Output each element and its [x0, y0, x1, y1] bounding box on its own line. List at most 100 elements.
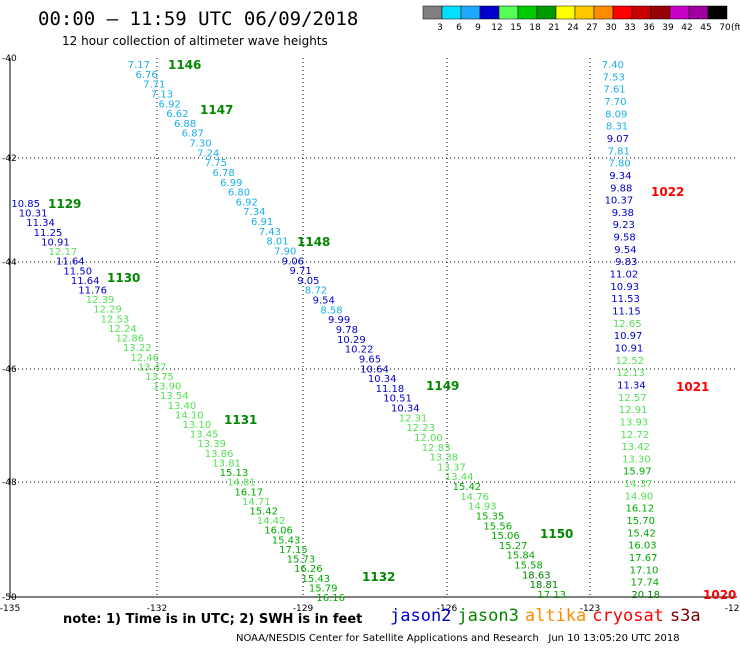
swh-value: 14.42 — [257, 516, 286, 527]
swh-value: 9.83 — [615, 257, 637, 268]
swh-value: 14.81 — [227, 478, 256, 489]
legend-swatch — [441, 5, 462, 20]
swh-value: 17.10 — [630, 565, 659, 576]
swh-value: 6.92 — [159, 99, 181, 110]
swh-value: 16.03 — [628, 541, 657, 552]
swh-value: 11.18 — [376, 384, 405, 395]
swh-value: 12.65 — [613, 319, 642, 330]
legend-swatch — [707, 5, 728, 20]
swh-value: 11.34 — [26, 218, 55, 229]
pass-number-label: 1149 — [426, 379, 459, 393]
swh-value: 7.30 — [189, 139, 211, 150]
legend-swatch — [574, 5, 595, 20]
swh-value: 13.44 — [445, 472, 474, 483]
swh-value: 15.56 — [483, 521, 512, 532]
legend-label: 33 — [624, 23, 635, 33]
swh-value: 7.43 — [259, 227, 281, 238]
swh-value: 13.47 — [138, 362, 167, 373]
swh-value: 15.58 — [514, 561, 543, 572]
swh-value: 8.09 — [605, 109, 627, 120]
swh-value: 12.29 — [93, 305, 122, 316]
swh-value: 10.29 — [337, 335, 366, 346]
swh-value: 13.22 — [123, 343, 152, 354]
satellite-label-jason3: jason3 — [457, 606, 519, 626]
swh-value: 12.83 — [422, 443, 451, 454]
swh-value: 15.43 — [301, 574, 330, 585]
swh-value: 12.24 — [108, 324, 137, 335]
swh-value: 13.42 — [621, 442, 650, 453]
legend-swatch — [631, 5, 652, 20]
swh-value: 6.88 — [174, 119, 196, 130]
swh-value: 16.06 — [264, 526, 293, 537]
y-tick-label: -50 — [2, 593, 17, 603]
swh-value: 12.13 — [616, 368, 645, 379]
swh-value: 9.54 — [313, 296, 335, 307]
swh-value: 15.42 — [453, 482, 482, 493]
pass-number-label: 1150 — [540, 527, 573, 541]
legend-label: 6 — [456, 23, 462, 33]
swh-value: 9.88 — [610, 183, 632, 194]
swh-value: 6.87 — [182, 129, 204, 140]
swh-value: 14.90 — [625, 491, 654, 502]
swh-value: 12.57 — [618, 393, 647, 404]
swh-value: 7.40 — [602, 60, 624, 71]
swh-value: 12.00 — [414, 433, 443, 444]
swh-value: 11.02 — [610, 270, 639, 281]
swh-value: 15.97 — [623, 467, 652, 478]
pass-number-label: 1132 — [362, 570, 395, 584]
swh-value: 9.07 — [607, 134, 629, 145]
swh-value: 7.61 — [603, 85, 625, 96]
swh-value: 12.91 — [619, 405, 648, 416]
legend-label: 30 — [605, 23, 617, 33]
swh-value: 9.54 — [614, 245, 636, 256]
legend-swatch — [498, 5, 519, 20]
x-tick-label: -135 — [0, 604, 20, 614]
swh-value: 8.58 — [320, 305, 342, 316]
swh-value: 7.75 — [205, 158, 227, 169]
swh-value: 14.37 — [624, 479, 653, 490]
swh-value: 6.80 — [228, 188, 250, 199]
legend-swatch — [479, 5, 500, 20]
swh-value: 13.86 — [205, 449, 234, 460]
swh-value: 9.23 — [613, 220, 635, 231]
legend-label: 3 — [437, 23, 443, 33]
satellite-label-jason2: jason2 — [390, 606, 452, 626]
legend-swatch — [688, 5, 709, 20]
x-tick-label: -120 — [725, 604, 740, 614]
x-tick-label: -123 — [580, 604, 600, 614]
legend-label: 15 — [510, 23, 521, 33]
swh-value: 10.34 — [391, 404, 420, 415]
swh-value: 15.27 — [499, 541, 528, 552]
swh-value: 9.05 — [297, 276, 319, 287]
swh-value: 14.93 — [468, 502, 497, 513]
x-tick-label: -129 — [293, 604, 314, 614]
swh-value: 13.40 — [168, 401, 197, 412]
swh-value: 12.53 — [101, 314, 130, 325]
legend-label: 18 — [529, 23, 541, 33]
chart-subtitle: 12 hour collection of altimeter wave hei… — [62, 34, 328, 48]
swh-value: 7.70 — [604, 97, 626, 108]
swh-value: 15.06 — [491, 531, 520, 542]
swh-value: 12.72 — [620, 430, 649, 441]
legend-unit: (ft) — [731, 23, 740, 33]
swh-value: 11.34 — [617, 380, 646, 391]
swh-value: 11.15 — [612, 307, 641, 318]
swh-value: 10.64 — [360, 364, 389, 375]
swh-value: 15.84 — [507, 551, 536, 562]
swh-value: 20.18 — [631, 590, 660, 601]
swh-value: 9.78 — [336, 325, 358, 336]
swh-value: 15.43 — [272, 535, 301, 546]
swh-value: 17.13 — [537, 590, 566, 601]
swh-value: 7.90 — [274, 246, 296, 257]
swh-value: 15.42 — [627, 528, 656, 539]
legend-swatch — [593, 5, 614, 20]
swh-value: 15.73 — [287, 555, 316, 566]
swh-value: 8.31 — [606, 122, 628, 133]
swh-value: 7.81 — [608, 146, 630, 157]
satellite-label-s3a: s3a — [669, 606, 701, 626]
swh-value: 10.97 — [614, 331, 643, 342]
swh-value: 12.31 — [399, 413, 428, 424]
swh-value: 11.64 — [56, 257, 85, 268]
pass-number-label: 1130 — [107, 271, 140, 285]
